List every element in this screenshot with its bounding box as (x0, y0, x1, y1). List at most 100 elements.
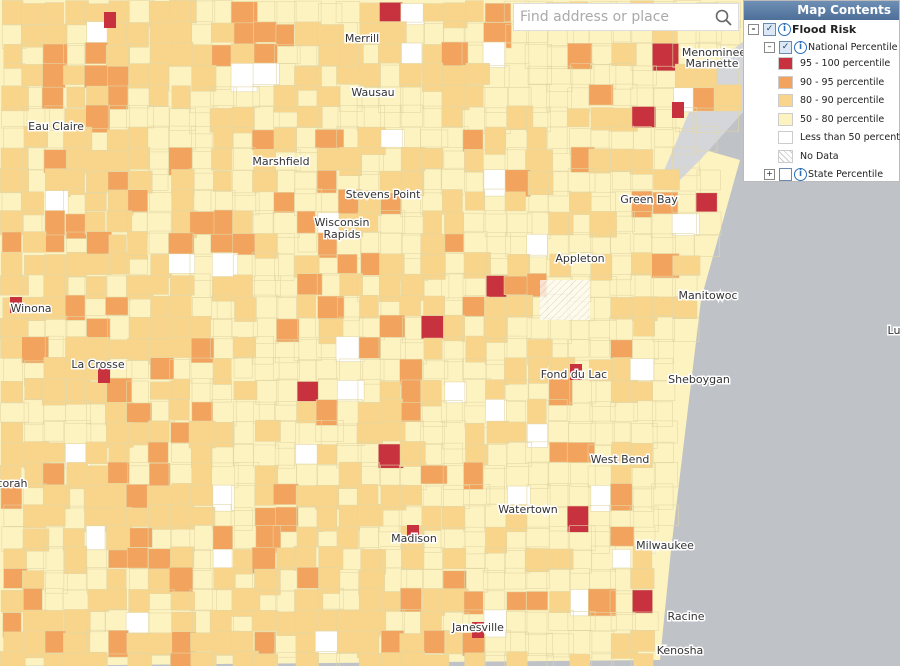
place-label: Eau Claire (28, 120, 84, 133)
tract (336, 65, 363, 85)
expand[interactable]: + (764, 169, 775, 180)
place-label: corah (0, 477, 28, 490)
tract (337, 296, 360, 322)
tract (360, 359, 385, 385)
tract (125, 484, 150, 510)
tract (591, 653, 615, 666)
tract (191, 65, 217, 92)
tract (107, 104, 131, 128)
tract (506, 591, 527, 611)
tract (671, 213, 700, 236)
hot-spot (98, 367, 110, 383)
tract (105, 296, 129, 316)
tract (252, 170, 278, 193)
tract (315, 484, 340, 510)
tract (632, 589, 653, 614)
tract (651, 42, 679, 72)
place-label: Marshfield (252, 155, 309, 168)
tract (380, 192, 402, 215)
tract (400, 484, 422, 506)
tract (357, 402, 380, 425)
collapse[interactable]: – (748, 24, 759, 35)
other-layer-row[interactable]: + i State Percentile (764, 168, 883, 181)
checkbox[interactable]: ✓ (763, 23, 776, 36)
sublayer-row[interactable]: – ✓ i National Percentile (764, 41, 897, 54)
tract (633, 400, 657, 421)
tract (525, 653, 554, 666)
tract (588, 318, 617, 341)
tract (651, 380, 676, 401)
tract (484, 548, 506, 574)
tract (86, 318, 111, 341)
tract (443, 336, 464, 363)
tract (505, 504, 528, 533)
tract (717, 105, 739, 132)
legend-item: 80 - 90 percentile (778, 94, 884, 107)
tract (547, 482, 569, 509)
tract (569, 653, 591, 666)
place-label: Winona (10, 302, 51, 315)
tract (589, 211, 617, 238)
place-label: Merrill (345, 32, 379, 45)
tract (378, 443, 404, 469)
checkbox[interactable] (779, 168, 792, 181)
tract (106, 525, 131, 551)
tract (716, 44, 741, 64)
tract (212, 358, 232, 385)
tract (85, 42, 108, 65)
tract (274, 442, 295, 469)
tract (463, 212, 484, 234)
tract (1, 231, 22, 254)
tract (213, 209, 234, 237)
tract (338, 504, 360, 531)
tract (0, 483, 23, 510)
tract (87, 589, 110, 612)
info-icon[interactable]: i (778, 23, 791, 36)
tract (504, 567, 528, 590)
tract (171, 378, 190, 400)
checkbox[interactable]: ✓ (779, 41, 792, 54)
tract (633, 653, 654, 666)
tract (148, 420, 170, 443)
tract (338, 461, 362, 489)
search-box[interactable]: Find address or place (513, 3, 739, 31)
tract (188, 506, 216, 526)
tract (464, 652, 486, 666)
tract (254, 485, 276, 506)
tract (150, 357, 175, 380)
info-icon[interactable]: i (794, 168, 807, 181)
layer-row[interactable]: – ✓ i Flood Risk (748, 23, 856, 36)
tract (85, 104, 110, 133)
tract (444, 630, 464, 655)
tract (400, 587, 422, 613)
tract (232, 336, 257, 359)
info-icon[interactable]: i (794, 41, 807, 54)
tract (254, 275, 281, 298)
tract (422, 654, 450, 666)
tract (568, 339, 590, 358)
tract (695, 192, 718, 213)
tract (399, 104, 424, 128)
tract (675, 167, 701, 195)
tract (653, 169, 680, 191)
tract (462, 273, 486, 296)
tract (567, 611, 596, 631)
tract (21, 64, 45, 87)
collapse[interactable]: – (764, 42, 775, 53)
tract (315, 399, 338, 426)
tract (189, 211, 216, 235)
search-icon[interactable] (715, 9, 732, 26)
green-bay-water (660, 40, 745, 190)
tract (22, 528, 50, 552)
tract (484, 338, 508, 366)
tract (85, 525, 106, 550)
tract (443, 314, 466, 342)
sublayer-name: National Percentile (808, 42, 898, 53)
tract (1, 85, 29, 112)
tract (360, 252, 381, 276)
tract (356, 422, 383, 445)
tract (84, 192, 107, 212)
tract (566, 505, 589, 533)
tract (231, 106, 255, 134)
tract (84, 211, 106, 235)
